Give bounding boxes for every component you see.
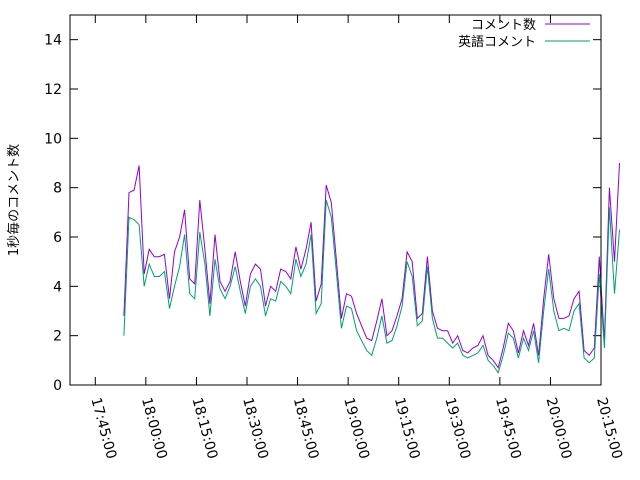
series-layer — [123, 162, 620, 374]
plot-frame — [69, 14, 602, 386]
x-tick-label: 19:45:00 — [492, 396, 524, 461]
x-tick-label: 18:30:00 — [239, 396, 271, 461]
x-tick-label: 19:30:00 — [441, 396, 473, 461]
y-tick-label: 4 — [53, 279, 62, 295]
series-line-1 — [123, 199, 620, 374]
x-tick-label: 19:15:00 — [391, 396, 423, 461]
x-tick-label: 19:00:00 — [340, 396, 372, 461]
y-tick-label: 14 — [44, 33, 62, 49]
legend-label-1: 英語コメント — [458, 34, 536, 50]
x-tick-label: 18:45:00 — [290, 396, 322, 461]
series-line-0 — [123, 162, 620, 369]
x-tick-label: 18:00:00 — [138, 396, 170, 461]
x-tick-label: 17:45:00 — [87, 396, 119, 461]
x-tick-label: 20:00:00 — [543, 396, 575, 461]
y-axis-label: 1秒毎のコメント数 — [6, 144, 22, 256]
x-tick-label: 18:15:00 — [189, 396, 221, 461]
y-tick-label: 8 — [53, 181, 62, 197]
x-tick-label: 20:15:00 — [593, 396, 625, 461]
y-tick-label: 10 — [44, 131, 62, 147]
y-tick-label: 6 — [53, 230, 62, 246]
legend-label-0: コメント数 — [471, 18, 536, 33]
y-tick-label: 0 — [53, 378, 62, 394]
y-tick-label: 2 — [53, 329, 62, 345]
y-tick-label: 12 — [44, 82, 62, 98]
